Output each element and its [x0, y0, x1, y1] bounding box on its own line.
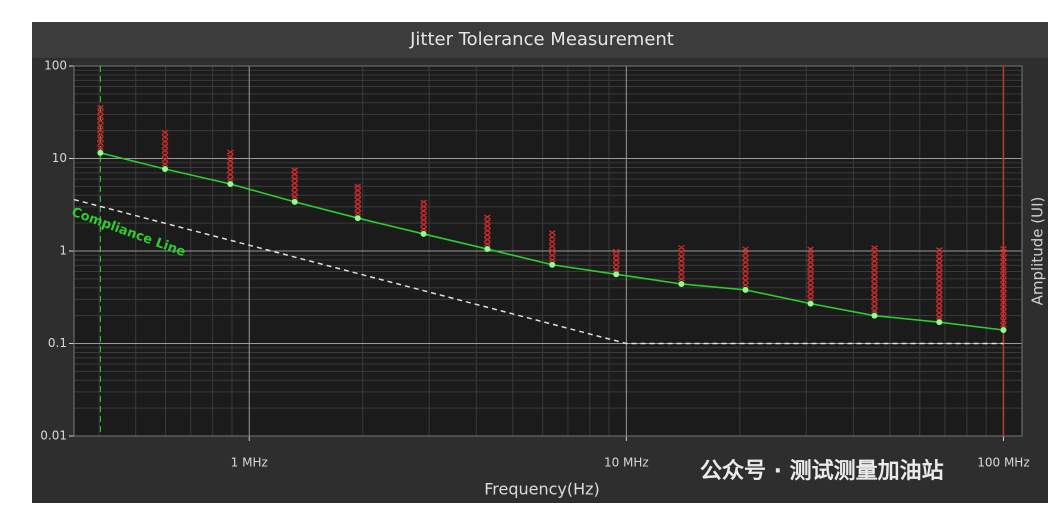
- x-tick-label: 100 MHz: [977, 456, 1029, 470]
- watermark: 公众号 · 测试测量加油站: [700, 459, 944, 484]
- failure-stack: [935, 247, 943, 320]
- y-tick-label: 0.01: [40, 429, 67, 443]
- y-tick-label: 0.1: [48, 336, 67, 350]
- failure-stack: [97, 104, 104, 151]
- y-tick-label: 100: [44, 59, 67, 73]
- failure-stack: [1000, 245, 1007, 328]
- failure-stack: [742, 246, 749, 288]
- measured-point: [97, 149, 104, 156]
- measured-point: [420, 230, 427, 237]
- failure-stack: [226, 149, 234, 182]
- y-tick-label: 10: [52, 151, 67, 165]
- failure-stack: [807, 246, 814, 302]
- x-tick-label: 1 MHz: [231, 456, 268, 470]
- measured-point: [678, 280, 685, 287]
- measured-point: [1000, 326, 1007, 333]
- failure-stack: [420, 199, 427, 232]
- measured-point: [227, 181, 234, 188]
- y-axis-label: Amplitude (UI): [1029, 197, 1047, 306]
- x-tick-label: 10 MHz: [604, 456, 649, 470]
- failure-stack: [483, 214, 491, 247]
- title-bar: [32, 22, 1048, 58]
- failure-stack: [612, 248, 620, 272]
- measured-point: [162, 165, 169, 172]
- compliance-line: [73, 198, 1004, 345]
- measured-point: [742, 286, 749, 293]
- failure-stack: [354, 183, 362, 216]
- measured-point: [484, 246, 491, 253]
- y-tick-label: 1: [59, 244, 67, 258]
- measured-point: [871, 312, 878, 319]
- failure-stack: [678, 244, 685, 282]
- measured-point: [807, 300, 814, 307]
- measured-point: [936, 319, 943, 326]
- failure-stack: [161, 129, 169, 167]
- failure-stack: [291, 167, 299, 200]
- plot-frame: [73, 65, 1023, 437]
- x-axis-label: Frequency(Hz): [484, 480, 600, 499]
- failure-stack: [871, 245, 878, 314]
- measured-point: [291, 198, 298, 205]
- measured-point: [613, 271, 620, 278]
- failure-stack: [548, 230, 556, 263]
- chart-title: Jitter Tolerance Measurement: [409, 29, 674, 50]
- measured-point: [549, 261, 556, 268]
- measured-point: [354, 215, 361, 222]
